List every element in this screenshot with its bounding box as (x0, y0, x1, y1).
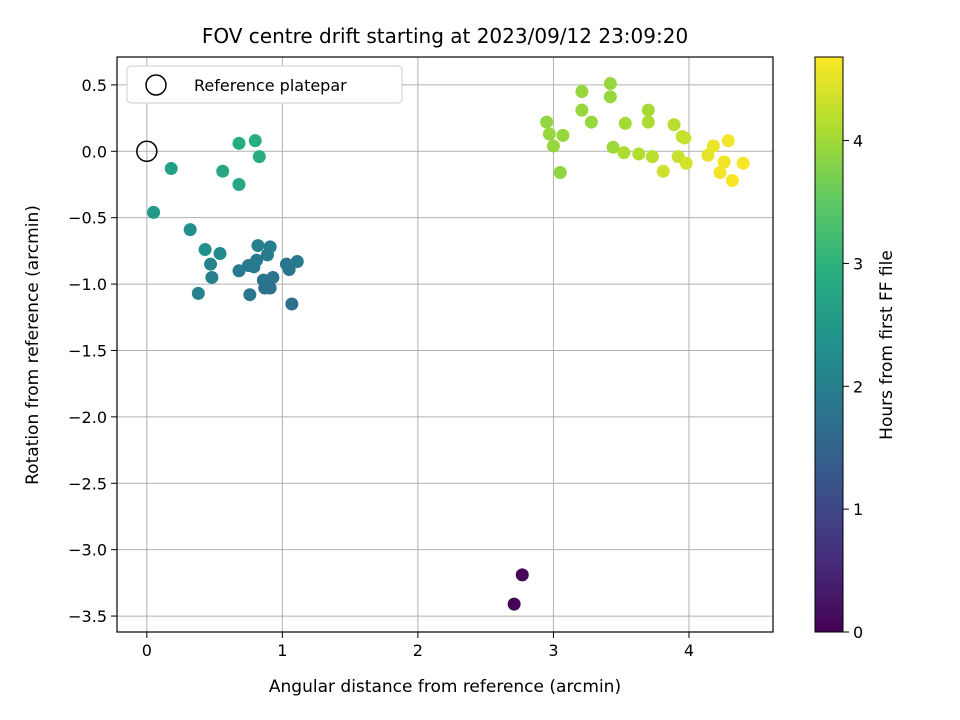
y-tick-label: −2.0 (68, 408, 107, 427)
x-tick-label: 0 (142, 641, 152, 660)
data-point (641, 103, 655, 117)
data-point (603, 90, 617, 104)
plot-frame (116, 56, 774, 633)
data-point (721, 134, 735, 148)
data-point (232, 177, 246, 191)
y-ticks: 0.5 0.0 −0.5 −1.0 −1.5 −2.0 −2.5 −3.0 −3.5 (68, 76, 117, 626)
chart-title: FOV centre drift starting at 2023/09/12 … (202, 24, 688, 48)
data-point (290, 255, 304, 269)
colorbar-label: Hours from first FF file (877, 250, 897, 440)
y-tick-label: −2.5 (68, 474, 107, 493)
colorbar: 0 1 2 3 4 Hours from first FF file (814, 56, 897, 642)
data-point (205, 270, 219, 284)
data-point (641, 115, 655, 129)
colorbar-tick-label: 2 (853, 377, 863, 396)
data-point (198, 243, 212, 257)
data-point (248, 134, 262, 148)
x-tick-label: 1 (277, 641, 287, 660)
data-point (232, 264, 246, 278)
legend-reference-marker (145, 74, 167, 96)
x-tick-label: 4 (684, 641, 694, 660)
data-point (632, 147, 646, 161)
scatter-points (147, 77, 750, 611)
colorbar-tick-label: 0 (853, 623, 863, 642)
colorbar-tick-label: 4 (853, 132, 863, 151)
colorbar-gradient (814, 56, 844, 633)
x-tick-label: 2 (413, 641, 423, 660)
data-point (553, 166, 567, 180)
data-point (584, 115, 598, 129)
data-point (285, 297, 299, 311)
data-point (540, 115, 554, 129)
data-point (266, 270, 280, 284)
data-point (542, 127, 556, 141)
legend: Reference platepar (126, 65, 403, 104)
data-point (736, 156, 750, 170)
y-tick-label: −1.5 (68, 341, 107, 360)
data-point (507, 597, 521, 611)
colorbar-tick-label: 1 (853, 500, 863, 519)
reference-marker (136, 140, 158, 163)
data-point (213, 247, 227, 261)
legend-box (126, 65, 403, 104)
data-point (667, 118, 681, 132)
data-point (252, 150, 266, 164)
data-point (282, 262, 296, 276)
data-point (645, 150, 659, 164)
data-point (713, 166, 727, 180)
data-point (191, 286, 205, 300)
y-tick-label: −3.5 (68, 607, 107, 626)
data-point (679, 156, 693, 170)
data-point (515, 568, 529, 582)
data-point (656, 164, 670, 178)
data-point (575, 85, 589, 99)
y-tick-label: −3.0 (68, 541, 107, 560)
data-point (243, 288, 257, 302)
data-point (183, 223, 197, 237)
y-tick-label: 0.0 (82, 142, 107, 161)
data-point (232, 136, 246, 150)
data-point (204, 257, 218, 271)
x-tick-label: 3 (548, 641, 558, 660)
data-point (263, 240, 277, 254)
data-point (678, 131, 692, 145)
y-tick-label: 0.5 (82, 76, 107, 95)
data-point (216, 164, 230, 178)
data-point (717, 155, 731, 169)
data-point (251, 239, 265, 253)
data-point (147, 205, 161, 219)
data-point (725, 173, 739, 187)
data-point (706, 139, 720, 153)
data-point (556, 128, 570, 142)
y-tick-label: −0.5 (68, 209, 107, 228)
data-point (546, 139, 560, 153)
colorbar-tick-label: 3 (853, 254, 863, 273)
legend-label: Reference platepar (194, 76, 347, 95)
data-point (617, 146, 631, 160)
y-axis-label: Rotation from reference (arcmin) (23, 205, 43, 485)
data-point (575, 103, 589, 117)
data-point (618, 116, 632, 130)
data-point (606, 140, 620, 154)
y-tick-label: −1.0 (68, 275, 107, 294)
plot-area (117, 57, 773, 632)
x-ticks: 0 1 2 3 4 (142, 632, 694, 660)
data-point (164, 162, 178, 176)
x-axis-label: Angular distance from reference (arcmin) (269, 677, 621, 697)
data-point (603, 77, 617, 91)
data-point (263, 281, 277, 295)
colorbar-ticks: 0 1 2 3 4 (843, 132, 863, 642)
data-point (250, 253, 264, 267)
